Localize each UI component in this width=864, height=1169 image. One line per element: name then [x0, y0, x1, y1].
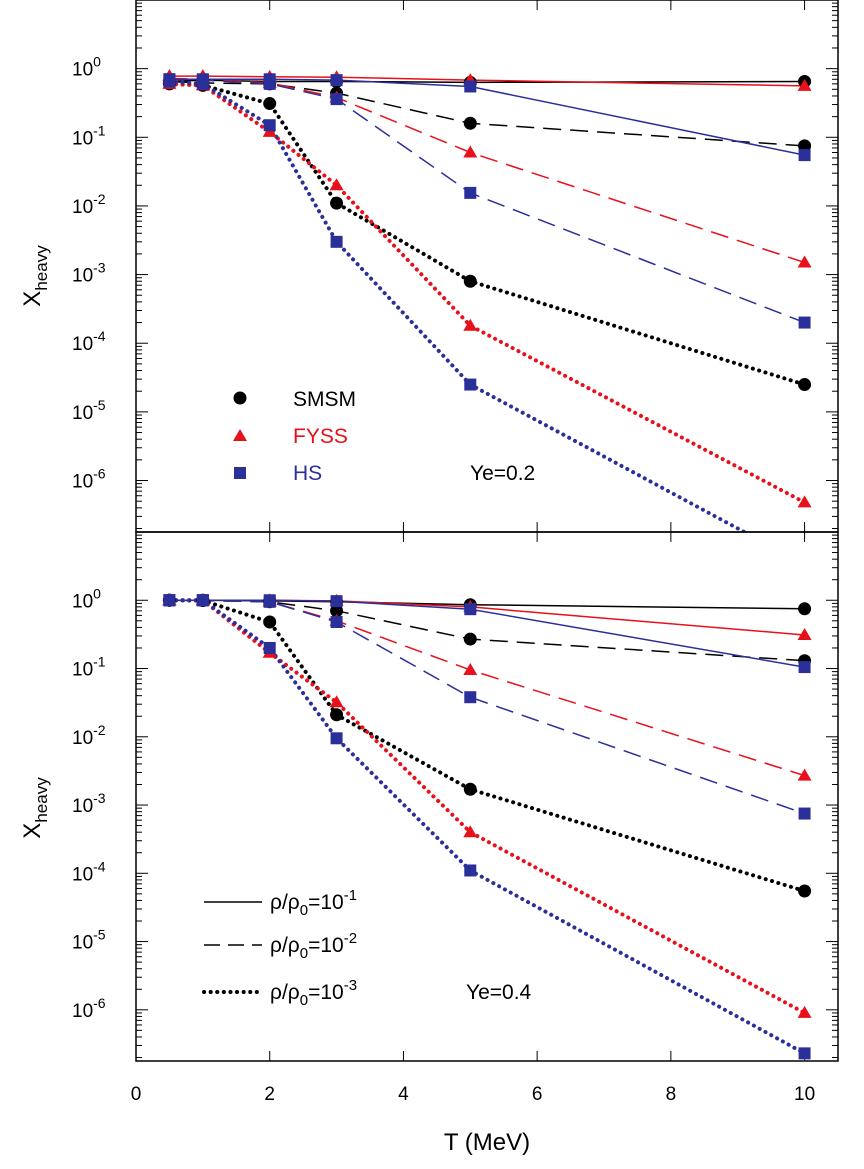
bottom-legend: ρ/ρ0=10-1 ρ/ρ0=10-2 ρ/ρ0=10-3: [204, 887, 357, 1009]
top-y-axis-title: Xheavy: [19, 245, 51, 307]
data-point-hs: [331, 616, 343, 628]
legend-fyss-marker: [233, 429, 247, 441]
series-line-fyss-1e-3: [169, 84, 804, 503]
data-point-hs: [799, 317, 811, 329]
y-tick-label: 10-5: [72, 397, 106, 424]
data-point-hs: [799, 1047, 811, 1059]
data-point-hs: [464, 80, 476, 92]
data-point-smsm: [798, 602, 811, 615]
y-tick-label: 10-4: [72, 858, 106, 885]
data-point-fyss: [463, 319, 477, 331]
y-tick-label: 10-2: [72, 722, 106, 749]
data-point-hs: [464, 864, 476, 876]
data-point-hs: [799, 808, 811, 820]
data-point-smsm: [330, 197, 343, 210]
series-line-fyss-1e-3: [169, 600, 804, 1013]
data-point-hs: [464, 691, 476, 703]
top-legend: SMSM FYSS HS: [233, 388, 356, 485]
data-point-hs: [163, 75, 175, 87]
legend-fyss-label: FYSS: [293, 425, 348, 448]
top-series-lines: [169, 76, 804, 564]
data-point-hs: [264, 642, 276, 654]
legend-density-1: ρ/ρ0=10-1: [270, 887, 357, 919]
bottom-y-tick-labels: 100 10-1 10-2 10-3 10-4 10-5 10-6: [72, 585, 106, 1022]
bottom-panel: 100 10-1 10-2 10-3 10-4 10-5 10-6 Xheavy ρ/ρ0=…: [19, 532, 838, 1061]
data-point-hs: [331, 595, 343, 607]
data-point-hs: [331, 236, 343, 248]
y-tick-label: 10-5: [72, 927, 106, 954]
data-point-hs: [799, 661, 811, 673]
legend-smsm-marker: [234, 392, 247, 405]
data-point-hs: [464, 187, 476, 199]
data-point-hs: [331, 74, 343, 86]
bottom-ye-annotation: Ye=0.4: [466, 981, 532, 1004]
y-tick-label: 100: [72, 585, 101, 612]
y-tick-label: 10-6: [72, 466, 106, 493]
y-tick-label: 10-1: [72, 654, 106, 681]
data-point-fyss: [330, 178, 344, 190]
x-axis-title: T (MeV): [444, 1129, 530, 1156]
x-tick-label: 10: [794, 1084, 815, 1105]
data-point-fyss: [798, 1006, 812, 1018]
data-point-smsm: [263, 97, 276, 110]
legend-hs-marker: [234, 467, 246, 479]
data-point-smsm: [464, 275, 477, 288]
x-tick-label: 6: [532, 1084, 543, 1105]
data-point-hs: [264, 596, 276, 608]
data-point-hs: [264, 119, 276, 131]
x-tick-label: 8: [666, 1084, 677, 1105]
data-point-hs: [163, 594, 175, 606]
data-point-fyss: [798, 495, 812, 507]
data-point-hs: [331, 732, 343, 744]
data-point-hs: [464, 379, 476, 391]
y-tick-label: 10-3: [72, 790, 106, 817]
y-tick-label: 10-2: [72, 191, 106, 218]
x-tick-label: 4: [398, 1084, 409, 1105]
top-y-tick-labels: 100 10-1 10-2 10-3 10-4 10-5 10-6: [72, 54, 106, 493]
y-tick-label: 10-3: [72, 260, 106, 287]
data-point-fyss: [463, 663, 477, 675]
x-tick-label: 0: [131, 1084, 142, 1105]
legend-density-2: ρ/ρ0=10-2: [270, 930, 357, 962]
y-tick-label: 10-1: [72, 122, 106, 149]
top-panel: 100 10-1 10-2 10-3 10-4 10-5 10-6 Xheavy SMSM …: [19, 0, 838, 564]
data-point-fyss: [330, 695, 344, 707]
legend-smsm-label: SMSM: [293, 388, 356, 411]
data-point-smsm: [798, 885, 811, 898]
series-line-hs-1e-3: [169, 82, 804, 565]
y-tick-label: 10-4: [72, 328, 106, 355]
series-line-hs-1e-2: [169, 600, 804, 813]
data-point-smsm: [263, 616, 276, 629]
data-point-fyss: [463, 146, 477, 158]
y-tick-label: 10-6: [72, 995, 106, 1022]
data-point-smsm: [464, 633, 477, 646]
x-tick-label: 2: [264, 1084, 275, 1105]
legend-density-3: ρ/ρ0=10-3: [270, 977, 357, 1009]
data-point-hs: [331, 93, 343, 105]
data-point-hs: [464, 603, 476, 615]
data-point-hs: [799, 149, 811, 161]
data-point-hs: [197, 78, 209, 90]
x-tick-labels: 0 2 4 6 8 10: [131, 1084, 815, 1105]
data-point-hs: [264, 78, 276, 90]
legend-hs-label: HS: [293, 462, 322, 485]
data-point-smsm: [330, 708, 343, 721]
bottom-y-axis-title: Xheavy: [19, 777, 51, 839]
y-tick-label: 100: [72, 54, 101, 81]
data-point-smsm: [798, 378, 811, 391]
data-point-hs: [197, 594, 209, 606]
data-point-smsm: [464, 783, 477, 796]
data-point-smsm: [464, 117, 477, 130]
series-line-hs-1e-1: [169, 79, 804, 155]
top-ye-annotation: Ye=0.2: [470, 462, 535, 485]
